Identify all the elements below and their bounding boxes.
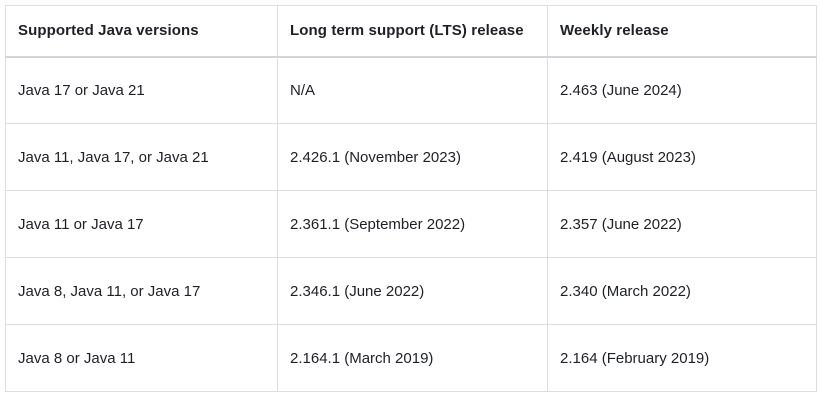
table-row: Java 8 or Java 11 2.164.1 (March 2019) 2… [5,324,817,392]
cell-java-versions: Java 17 or Java 21 [5,56,278,124]
cell-weekly-release: 2.164 (February 2019) [547,324,817,392]
cell-lts-release: 2.164.1 (March 2019) [277,324,548,392]
cell-java-versions: Java 11 or Java 17 [5,190,278,258]
header-lts-release: Long term support (LTS) release [277,5,548,58]
cell-lts-release: 2.426.1 (November 2023) [277,123,548,191]
cell-java-versions: Java 8, Java 11, or Java 17 [5,257,278,325]
table-body: Java 17 or Java 21 N/A 2.463 (June 2024)… [5,56,817,392]
table-row: Java 11 or Java 17 2.361.1 (September 20… [5,190,817,258]
cell-weekly-release: 2.419 (August 2023) [547,123,817,191]
table-row: Java 8, Java 11, or Java 17 2.346.1 (Jun… [5,257,817,325]
cell-lts-release: N/A [277,56,548,124]
table-header: Supported Java versions Long term suppor… [5,5,817,58]
table-row: Java 11, Java 17, or Java 21 2.426.1 (No… [5,123,817,191]
cell-weekly-release: 2.463 (June 2024) [547,56,817,124]
cell-java-versions: Java 8 or Java 11 [5,324,278,392]
cell-weekly-release: 2.340 (March 2022) [547,257,817,325]
cell-lts-release: 2.361.1 (September 2022) [277,190,548,258]
cell-weekly-release: 2.357 (June 2022) [547,190,817,258]
java-support-table: Supported Java versions Long term suppor… [5,5,817,392]
header-row: Supported Java versions Long term suppor… [5,5,817,58]
cell-lts-release: 2.346.1 (June 2022) [277,257,548,325]
table-row: Java 17 or Java 21 N/A 2.463 (June 2024) [5,56,817,124]
header-supported-java-versions: Supported Java versions [5,5,278,58]
header-weekly-release: Weekly release [547,5,817,58]
cell-java-versions: Java 11, Java 17, or Java 21 [5,123,278,191]
